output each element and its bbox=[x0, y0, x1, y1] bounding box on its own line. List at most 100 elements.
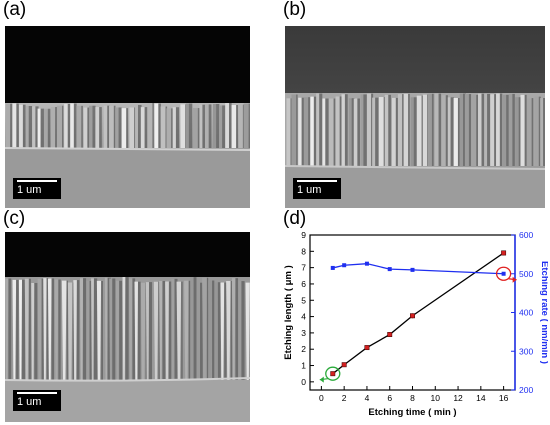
nanowire bbox=[427, 93, 432, 166]
nanowire bbox=[76, 105, 82, 148]
etching-chart: 0 2 4 6 8 10 12 14 160123456789200300400500600Et… bbox=[283, 230, 548, 418]
annotation-circle-0 bbox=[325, 366, 341, 381]
nanowire-gap bbox=[325, 98, 329, 166]
nanowire-gap bbox=[206, 277, 209, 380]
nanowire-gap bbox=[445, 95, 448, 166]
nanowire-gap bbox=[357, 98, 360, 166]
nanowire-gap bbox=[107, 105, 111, 148]
nanowire bbox=[12, 279, 17, 380]
nanowire-gap bbox=[224, 282, 227, 380]
y-left-tick-label: 9 bbox=[301, 230, 306, 240]
nanowire bbox=[43, 108, 48, 148]
nanowire bbox=[165, 281, 169, 380]
nanowire-gap bbox=[468, 94, 472, 166]
nanowire bbox=[403, 93, 409, 166]
nanowire bbox=[129, 107, 135, 148]
nanowire bbox=[86, 280, 90, 380]
nanowire bbox=[153, 281, 159, 380]
nanowire-gap bbox=[28, 105, 33, 148]
x-tick-label: 8 bbox=[410, 393, 415, 403]
nanowire-gap bbox=[413, 97, 417, 166]
nanowire bbox=[135, 104, 139, 148]
nanowire-gap bbox=[132, 278, 136, 380]
nanowire-gap bbox=[28, 278, 31, 380]
nanowire-gap bbox=[457, 98, 460, 166]
x-tick-label: 2 bbox=[342, 393, 347, 403]
y-right-axis-label: Etching rate ( nm/min ) bbox=[539, 261, 548, 364]
nanowire bbox=[348, 98, 352, 166]
nanowire-gap bbox=[193, 277, 197, 380]
nanowire bbox=[91, 278, 94, 380]
nanowire bbox=[122, 277, 126, 380]
nanowire-gap bbox=[168, 281, 172, 380]
nanowire-gap bbox=[174, 278, 178, 380]
data-point bbox=[342, 263, 347, 268]
data-point bbox=[501, 271, 506, 276]
nanowire bbox=[464, 94, 469, 166]
nanowire-gap bbox=[126, 108, 129, 148]
x-tick-label: 14 bbox=[476, 393, 486, 403]
nanowire-gap bbox=[200, 282, 203, 380]
nanowire bbox=[226, 280, 231, 380]
nanowire bbox=[353, 98, 358, 166]
nanowire-gap bbox=[87, 107, 91, 148]
nanowire-gap bbox=[506, 94, 510, 166]
nanowire bbox=[103, 105, 108, 148]
nanowire bbox=[64, 103, 68, 148]
x-tick-label: 0 bbox=[319, 393, 324, 403]
nanowire bbox=[50, 107, 56, 148]
nanowire bbox=[360, 94, 364, 166]
nanowire-gap bbox=[241, 281, 245, 380]
nanowire-gap bbox=[99, 107, 102, 148]
nanowire bbox=[190, 277, 194, 380]
y-left-tick-label: 0 bbox=[301, 377, 306, 387]
nanowire-gap bbox=[51, 278, 55, 380]
nanowire-gap bbox=[230, 280, 233, 380]
nanowire bbox=[502, 94, 507, 166]
y-left-tick-label: 8 bbox=[301, 246, 306, 256]
nanowire-gap bbox=[119, 280, 123, 380]
nanowire-gap bbox=[162, 280, 166, 380]
nanowire bbox=[159, 280, 163, 380]
nanowire-gap bbox=[319, 93, 323, 166]
nanowire-gap bbox=[518, 97, 522, 166]
nanowire-gap bbox=[383, 97, 386, 166]
nanowire-gap bbox=[55, 107, 58, 148]
nanowire bbox=[291, 94, 297, 166]
nanowire bbox=[329, 98, 334, 166]
nanowire bbox=[145, 282, 150, 380]
nanowire-gap bbox=[81, 105, 83, 148]
nanowire-gap bbox=[375, 97, 379, 166]
nanowire bbox=[154, 103, 159, 148]
nanowire bbox=[238, 104, 243, 148]
x-tick-label: 16 bbox=[499, 393, 509, 403]
nanowire-gap bbox=[158, 103, 161, 148]
panel-label-b: (b) bbox=[283, 0, 307, 20]
nanowire-gap bbox=[308, 97, 310, 166]
x-axis-label: Etching time ( min ) bbox=[368, 407, 456, 418]
nanowire bbox=[441, 95, 446, 166]
nanowire bbox=[95, 107, 100, 148]
nanowire bbox=[397, 94, 403, 166]
nanowire-gap bbox=[67, 103, 71, 148]
data-point bbox=[387, 267, 392, 272]
nanowire-gap bbox=[145, 282, 147, 380]
nanowire bbox=[225, 103, 230, 148]
nanowire-gap bbox=[10, 103, 13, 148]
nanowire-gap bbox=[118, 107, 122, 148]
data-point bbox=[410, 313, 415, 319]
nanowire-gap bbox=[40, 108, 45, 148]
nanowire-gap bbox=[235, 278, 239, 380]
nanowire-gap bbox=[93, 278, 98, 380]
nanowire-gap bbox=[363, 94, 367, 166]
nanowire bbox=[220, 282, 225, 380]
nanowire-gap bbox=[481, 93, 485, 166]
nanowire-gap bbox=[236, 105, 239, 148]
series-1-line bbox=[332, 263, 504, 275]
scalebar-a: 1 um bbox=[13, 178, 61, 199]
annotation-arrowhead-0 bbox=[319, 376, 324, 383]
nanowire bbox=[121, 108, 127, 148]
nanowire bbox=[31, 282, 35, 380]
nanowire-gap bbox=[158, 281, 160, 380]
data-point bbox=[330, 265, 335, 270]
